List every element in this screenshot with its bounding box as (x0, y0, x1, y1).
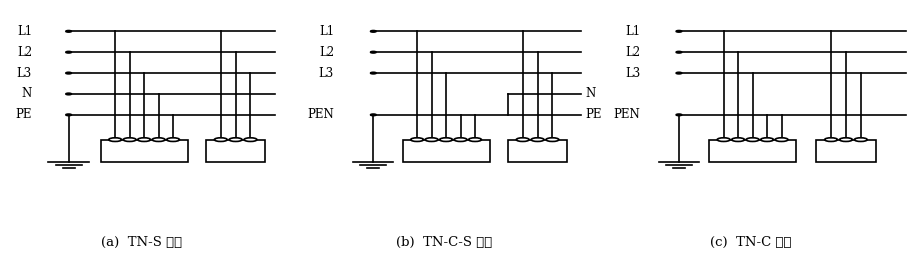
Circle shape (167, 138, 179, 141)
Circle shape (66, 51, 71, 53)
Bar (101, 140, 188, 162)
Circle shape (214, 138, 227, 141)
Circle shape (676, 72, 682, 74)
Circle shape (66, 31, 71, 32)
Circle shape (676, 51, 682, 53)
Text: N: N (586, 87, 596, 100)
Text: L1: L1 (318, 25, 334, 38)
Text: L3: L3 (625, 67, 640, 80)
Circle shape (411, 138, 424, 141)
Text: L3: L3 (16, 67, 32, 80)
Circle shape (760, 138, 773, 141)
Circle shape (824, 138, 837, 141)
Text: L2: L2 (318, 46, 334, 59)
Circle shape (732, 138, 745, 141)
Circle shape (676, 31, 682, 32)
Circle shape (66, 93, 71, 95)
Bar (403, 140, 490, 162)
Text: PEN: PEN (307, 108, 334, 121)
Text: L1: L1 (625, 25, 640, 38)
Circle shape (454, 138, 467, 141)
Text: PE: PE (586, 108, 602, 121)
Text: N: N (22, 87, 32, 100)
Circle shape (747, 138, 759, 141)
Circle shape (244, 138, 257, 141)
Circle shape (855, 138, 867, 141)
Text: L2: L2 (16, 46, 32, 59)
Circle shape (839, 138, 853, 141)
Circle shape (66, 114, 71, 116)
Circle shape (109, 138, 122, 141)
Circle shape (371, 114, 376, 116)
Circle shape (531, 138, 544, 141)
Circle shape (546, 138, 559, 141)
Bar (206, 140, 265, 162)
Text: (c)  TN-C 系统: (c) TN-C 系统 (709, 236, 791, 249)
Circle shape (371, 51, 376, 53)
Circle shape (775, 138, 788, 141)
Text: L1: L1 (16, 25, 32, 38)
Circle shape (138, 138, 151, 141)
Circle shape (152, 138, 165, 141)
Circle shape (371, 72, 376, 74)
Text: L3: L3 (318, 67, 334, 80)
Text: (a)  TN-S 系统: (a) TN-S 系统 (102, 236, 182, 249)
Circle shape (676, 114, 682, 116)
Circle shape (66, 72, 71, 74)
Bar (709, 140, 796, 162)
Text: (b)  TN-C-S 系统: (b) TN-C-S 系统 (395, 236, 492, 249)
Circle shape (468, 138, 481, 141)
Text: PE: PE (16, 108, 32, 121)
Bar (508, 140, 567, 162)
Circle shape (516, 138, 529, 141)
Circle shape (124, 138, 136, 141)
Text: L2: L2 (625, 46, 640, 59)
Circle shape (371, 31, 376, 32)
Circle shape (440, 138, 452, 141)
Text: PEN: PEN (614, 108, 640, 121)
Circle shape (425, 138, 438, 141)
Bar (816, 140, 876, 162)
Circle shape (717, 138, 730, 141)
Circle shape (229, 138, 242, 141)
